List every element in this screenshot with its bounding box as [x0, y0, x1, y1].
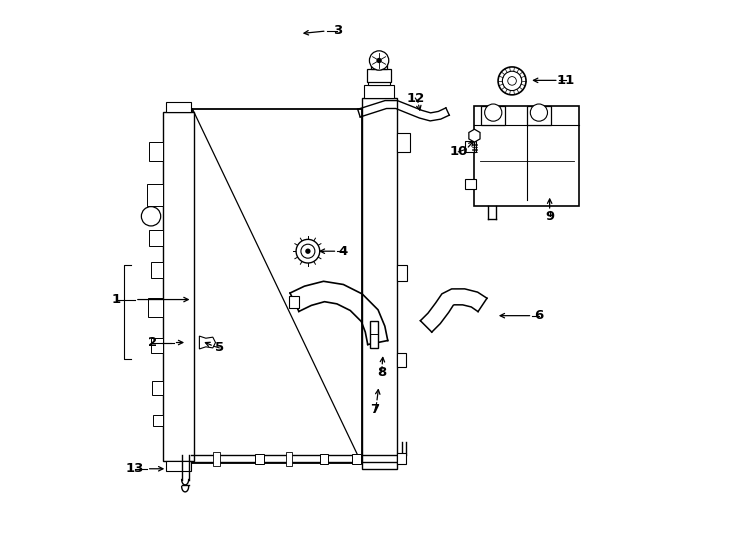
Text: 8: 8: [377, 366, 386, 379]
Circle shape: [377, 58, 382, 63]
Bar: [163, 112, 194, 461]
Polygon shape: [200, 336, 216, 349]
Text: 7: 7: [371, 403, 379, 416]
Text: 12: 12: [406, 92, 424, 105]
Circle shape: [301, 244, 315, 258]
Bar: [166, 461, 192, 471]
Circle shape: [508, 77, 516, 85]
Bar: [255, 454, 264, 464]
Bar: [396, 133, 410, 152]
Bar: [148, 298, 163, 317]
Polygon shape: [469, 129, 480, 142]
Circle shape: [484, 104, 502, 121]
Text: 9: 9: [545, 210, 554, 223]
Bar: [153, 415, 163, 427]
Bar: [151, 262, 163, 278]
Bar: [192, 109, 362, 463]
Bar: [465, 141, 476, 152]
Circle shape: [502, 71, 522, 91]
Bar: [289, 296, 299, 308]
Circle shape: [531, 104, 548, 121]
Bar: [396, 265, 407, 281]
Bar: [320, 454, 328, 464]
Bar: [286, 452, 292, 465]
Bar: [465, 179, 476, 190]
Bar: [396, 353, 406, 367]
Bar: [352, 454, 360, 464]
Circle shape: [142, 207, 161, 226]
Bar: [214, 452, 219, 465]
Text: 5: 5: [215, 341, 224, 354]
Text: 6: 6: [534, 309, 544, 322]
Circle shape: [498, 67, 526, 95]
Bar: [527, 106, 550, 125]
Bar: [370, 321, 378, 348]
Text: 2: 2: [148, 336, 156, 349]
Bar: [150, 230, 163, 246]
Circle shape: [296, 239, 320, 263]
Text: 3: 3: [333, 24, 342, 37]
Bar: [150, 143, 163, 161]
Bar: [474, 106, 579, 206]
Bar: [367, 69, 391, 82]
Circle shape: [305, 248, 310, 254]
Bar: [151, 338, 163, 353]
Bar: [396, 453, 406, 464]
Text: 10: 10: [449, 145, 468, 158]
Text: 4: 4: [338, 245, 347, 258]
Bar: [371, 57, 387, 69]
Bar: [364, 85, 394, 98]
Circle shape: [369, 51, 389, 70]
Bar: [362, 98, 396, 469]
Text: 13: 13: [126, 462, 144, 475]
Bar: [152, 381, 163, 395]
Bar: [368, 74, 390, 85]
Bar: [166, 102, 192, 112]
Text: 11: 11: [556, 74, 575, 87]
Text: 1: 1: [112, 293, 120, 306]
Bar: [147, 184, 163, 206]
Bar: [482, 106, 505, 125]
